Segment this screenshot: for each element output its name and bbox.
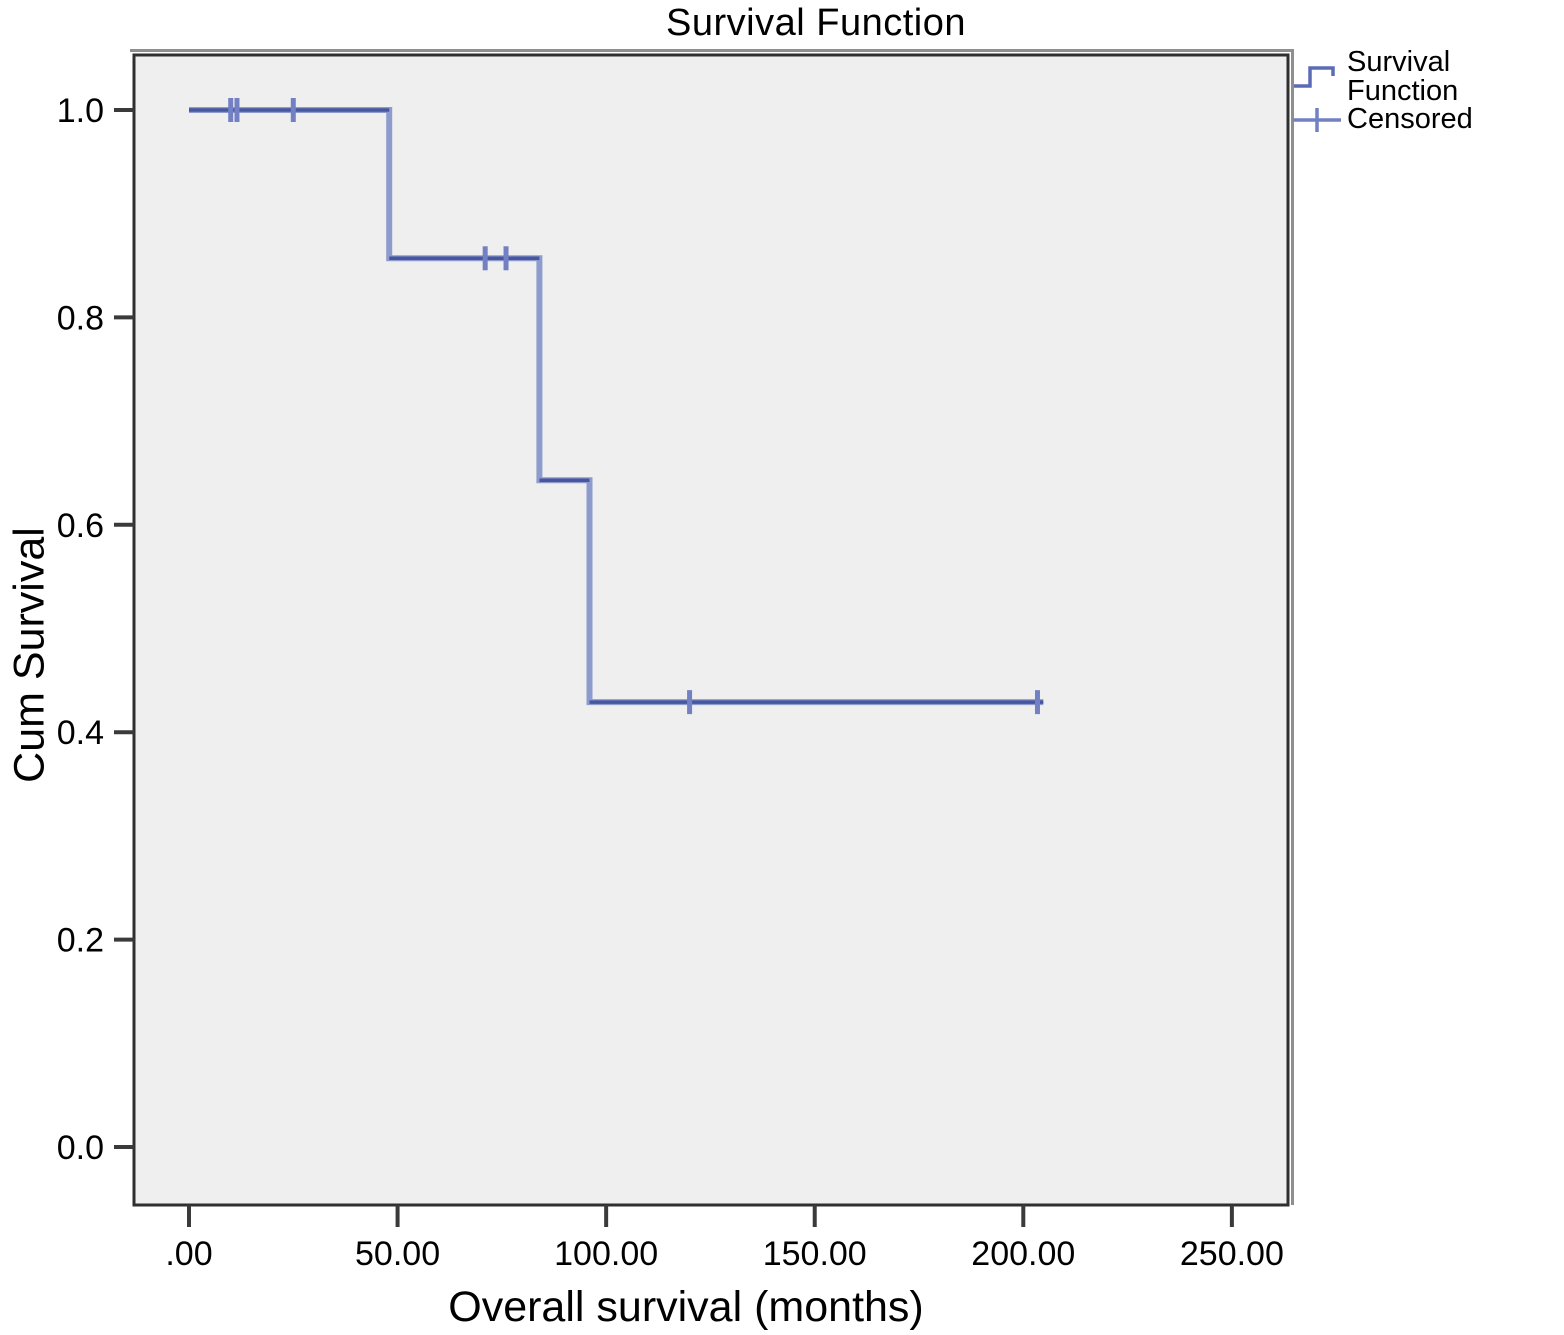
legend-item-censored: Censored (1291, 98, 1564, 141)
y-tick-label: 0.0 (57, 1129, 104, 1167)
chart-title: Survival Function (666, 2, 966, 44)
y-tick-label: 0.8 (57, 299, 104, 337)
legend-item-survival-function: Survival Function (1291, 47, 1564, 105)
x-tick-label: 100.00 (554, 1235, 658, 1273)
censored-plus-icon (1293, 107, 1341, 132)
plot-frame (132, 53, 1290, 1207)
survival-function-step-icon (1294, 65, 1335, 88)
y-tick-label: 1.0 (57, 92, 104, 130)
legend: Survival Function Censored (1291, 47, 1564, 141)
y-tick-label: 0.6 (57, 507, 104, 545)
survival-curve-light (189, 107, 1044, 706)
x-tick-label: 150.00 (763, 1235, 867, 1273)
y-tick-label: 0.4 (57, 714, 104, 752)
plot-area (134, 55, 1288, 1205)
legend-label: Survival Function (1347, 45, 1459, 107)
x-tick-label: 200.00 (971, 1235, 1075, 1273)
x-tick-label: 250.00 (1180, 1235, 1284, 1273)
legend-label: Censored (1347, 103, 1473, 135)
x-tick-label: .00 (165, 1235, 212, 1273)
x-tick-label: 50.00 (355, 1235, 440, 1273)
y-tick-label: 0.2 (57, 922, 104, 960)
x-axis-title: Overall survival (months) (448, 1283, 924, 1331)
